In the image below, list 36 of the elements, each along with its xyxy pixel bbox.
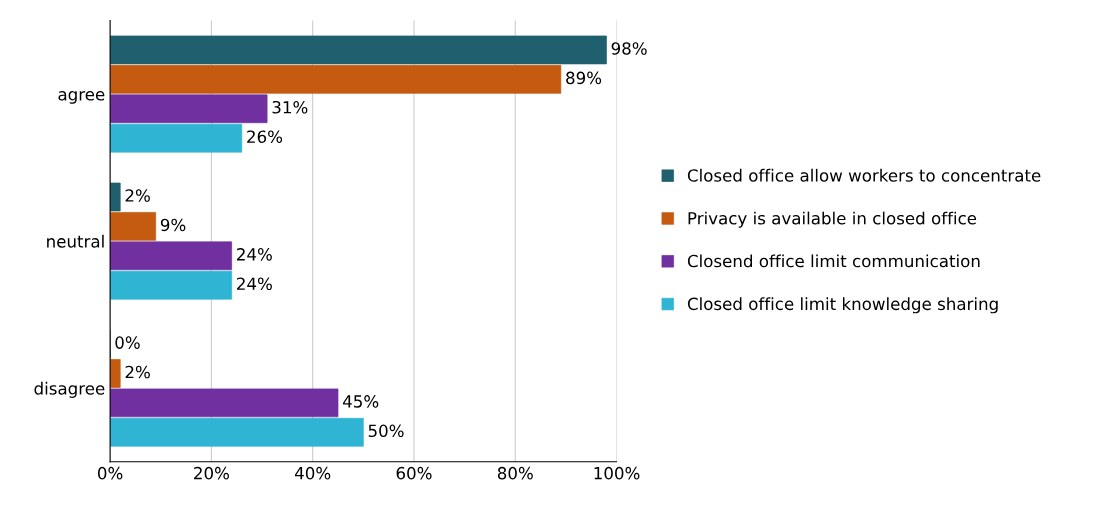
bar (110, 359, 121, 388)
data-label: 98% (611, 42, 647, 55)
y-tick-label: agree (58, 91, 105, 104)
x-tick-label: 100% (594, 466, 640, 480)
data-label: 0% (115, 336, 140, 349)
bar (110, 270, 232, 300)
y-tick-label: neutral (47, 234, 104, 248)
data-label: 24% (237, 277, 272, 291)
x-tick-label: 0% (97, 466, 123, 480)
y-tick-label: disagree (34, 381, 105, 398)
data-label: 2% (125, 365, 150, 379)
x-tick-label: 40% (294, 466, 331, 480)
bar (110, 212, 157, 241)
data-label: 50% (368, 424, 404, 438)
data-label: 26% (247, 130, 283, 143)
data-label: 2% (125, 189, 150, 202)
bar (110, 241, 232, 271)
bar (110, 35, 607, 65)
x-tick-label: 80% (497, 466, 533, 480)
bar (110, 123, 243, 153)
bar (110, 94, 268, 124)
data-label: 45% (342, 395, 379, 408)
legend-label: Closed office allow workers to concentrate (687, 168, 1041, 182)
legend-label: Privacy is available in closed office (688, 211, 977, 228)
legend-label: Closend office limit communication (687, 254, 980, 268)
x-tick-label: 60% (396, 466, 432, 480)
legend-label: Closed office limit knowledge sharing (687, 297, 998, 314)
bar (110, 182, 121, 212)
data-label: 9% (160, 218, 186, 232)
bar (110, 388, 339, 418)
bar (110, 417, 364, 447)
x-tick-label: 20% (194, 466, 229, 480)
bar (110, 65, 562, 94)
data-label: 89% (566, 71, 602, 85)
data-label: 24% (237, 248, 272, 261)
data-label: 31% (272, 100, 308, 114)
